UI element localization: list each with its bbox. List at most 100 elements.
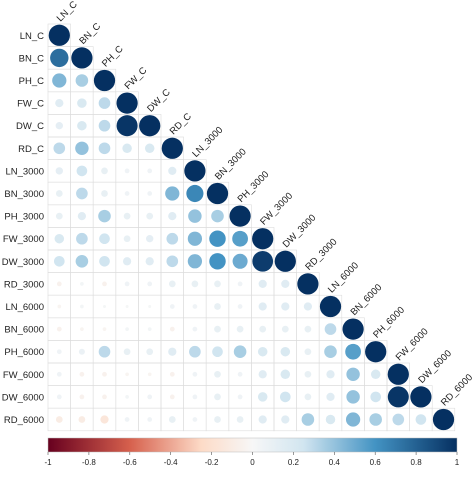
corr-circle-RD_6000-FW_3000: [258, 415, 267, 424]
corr-circle-RD_6000-RD_3000: [301, 413, 315, 426]
diag-label-PH_3000: PH_3000: [236, 169, 272, 205]
corr-circle-FW_3000-DW_C: [146, 235, 154, 243]
corr-circle-BN_6000-BN_6000: [342, 318, 364, 340]
corr-circle-FW_C-FW_C: [116, 92, 138, 114]
row-label-LN_3000: LN_3000: [5, 166, 44, 177]
corr-circle-FW_6000-DW_C: [147, 372, 152, 377]
corr-circle-PH_3000-FW_C: [123, 212, 131, 220]
corr-circle-RD_3000-DW_C: [147, 281, 153, 287]
cell-RD_6000-RD_6000: [431, 407, 456, 432]
corr-circle-PH_6000-BN_6000: [345, 343, 361, 360]
corr-circle-BN_C-LN_C: [50, 48, 69, 68]
corr-circle-FW_6000-PH_C: [102, 371, 107, 377]
corr-circle-LN_6000-LN_C: [57, 304, 62, 309]
corr-circle-DW_C-FW_C: [116, 115, 138, 137]
corr-circle-RD_3000-FW_C: [124, 281, 130, 287]
corr-circle-RD_C-FW_C: [122, 143, 132, 154]
corr-circle-DW_3000-FW_C: [122, 257, 132, 266]
corr-circle-RD_6000-LN_6000: [325, 414, 336, 425]
corr-circle-FW_C-LN_C: [55, 98, 64, 108]
corr-circle-FW_6000-BN_6000: [346, 367, 360, 382]
corr-circle-RD_C-LN_C: [53, 142, 66, 155]
corr-circle-BN_3000-BN_3000: [206, 182, 229, 205]
colorbar-tick--1: -1: [44, 458, 52, 467]
row-label-LN_C: LN_C: [20, 31, 44, 42]
corr-circle-DW_3000-PH_3000: [232, 253, 248, 269]
corr-circle-RD_C-BN_C: [75, 141, 89, 156]
colorbar-tick--0.2: -0.2: [205, 458, 219, 467]
corr-circle-PH_6000-BN_C: [78, 348, 85, 355]
corr-circle-RD_6000-DW_C: [147, 417, 153, 422]
diag-label-RD_C: RD_C: [168, 111, 194, 137]
corr-circle-BN_6000-PH_C: [102, 327, 107, 331]
corr-circle-BN_3000-PH_C: [101, 190, 108, 197]
corr-circle-RD_6000-DW_6000: [415, 414, 427, 425]
corr-circle-PH_6000-PH_C: [98, 345, 111, 358]
corr-circle-LN_3000-BN_C: [76, 165, 88, 177]
row-label-DW_3000: DW_3000: [2, 257, 44, 268]
corr-circle-RD_6000-RD_6000: [432, 408, 455, 431]
corr-circle-DW_6000-BN_C: [79, 394, 85, 400]
corr-circle-RD_3000-DW_3000: [281, 279, 290, 289]
corr-circle-LN_6000-RD_C: [169, 304, 175, 309]
row-label-BN_3000: BN_3000: [4, 189, 44, 200]
corr-circle-DW_6000-LN_6000: [326, 392, 335, 402]
corr-circle-FW_6000-LN_6000: [326, 370, 335, 379]
corr-circle-DW_3000-BN_C: [75, 255, 89, 268]
corr-circle-PH_3000-PH_C: [98, 209, 111, 223]
diag-label-DW_3000: DW_3000: [281, 212, 319, 250]
corr-circle-PH_C-LN_C: [52, 73, 67, 88]
corr-circle-DW_3000-LN_3000: [187, 254, 203, 269]
diag-label-DW_C: DW_C: [145, 87, 173, 115]
corr-circle-PH_3000-LN_C: [55, 212, 63, 220]
corr-circle-PH_6000-BN_3000: [212, 346, 223, 358]
corr-circle-FW_3000-FW_C: [123, 235, 131, 243]
corr-circle-BN_6000-RD_3000: [304, 325, 312, 333]
corr-circle-BN_6000-FW_3000: [259, 325, 267, 333]
corr-circle-RD_6000-BN_C: [78, 416, 86, 423]
corr-circle-RD_6000-DW_3000: [281, 415, 290, 424]
corr-circle-FW_3000-RD_C: [166, 232, 179, 245]
corr-circle-DW_C-PH_C: [98, 119, 111, 132]
corr-circle-FW_6000-FW_3000: [258, 370, 267, 379]
corr-circle-DW_6000-RD_C: [169, 394, 175, 400]
corr-circle-DW_3000-LN_C: [53, 255, 65, 267]
corr-circle-DW_6000-BN_3000: [214, 393, 221, 401]
row-labels: LN_C BN_C PH_C FW_C DW_C RD_C LN_3000 BN_3000 PH…: [2, 31, 44, 426]
corr-circle-PH_6000-DW_C: [146, 348, 154, 356]
corr-circle-LN_6000-FW_C: [125, 304, 129, 309]
corr-circle-LN_3000-RD_C: [168, 166, 177, 176]
corr-circle-FW_6000-FW_6000: [387, 363, 409, 385]
diag-label-LN_3000: LN_3000: [190, 125, 225, 160]
corr-circle-LN_6000-FW_3000: [258, 302, 267, 311]
corr-circle-BN_6000-LN_3000: [192, 326, 198, 332]
corr-circle-BN_6000-FW_C: [125, 327, 129, 331]
corr-circle-FW_C-BN_C: [77, 98, 87, 108]
colorbar-tick-0: 0: [250, 458, 255, 467]
colorbar-tick-0.2: 0.2: [288, 458, 300, 467]
corr-circle-RD_6000-FW_6000: [392, 413, 405, 426]
corr-circle-RD_C-DW_C: [144, 143, 155, 154]
corr-circle-BN_C-BN_C: [71, 47, 93, 69]
corr-circle-RD_6000-BN_6000: [345, 412, 361, 427]
corr-circle-PH_3000-BN_C: [77, 211, 87, 221]
corr-circle-PH_C-PH_C: [93, 69, 116, 92]
corr-circle-LN_6000-RD_3000: [303, 302, 313, 311]
corr-circle-DW_6000-PH_C: [102, 394, 107, 400]
row-label-BN_C: BN_C: [19, 53, 44, 64]
corr-circle-RD_6000-PH_C: [100, 415, 109, 424]
row-label-BN_6000: BN_6000: [4, 325, 44, 336]
corr-circle-RD_6000-PH_3000: [236, 416, 244, 423]
colorbar-tick-1: 1: [455, 458, 460, 467]
corr-circle-RD_6000-FW_C: [124, 417, 130, 422]
corr-circle-DW_3000-BN_3000: [209, 253, 226, 270]
row-label-RD_C: RD_C: [18, 144, 44, 155]
row-label-RD_6000: RD_6000: [4, 415, 44, 426]
corr-circle-PH_3000-BN_3000: [211, 209, 224, 223]
corr-circle-RD_C-RD_C: [161, 137, 183, 159]
row-label-PH_6000: PH_6000: [4, 347, 44, 358]
corr-circle-DW_6000-FW_C: [125, 395, 129, 399]
corr-circle-FW_3000-FW_3000: [252, 228, 274, 250]
corr-circle-DW_6000-LN_3000: [192, 394, 198, 400]
